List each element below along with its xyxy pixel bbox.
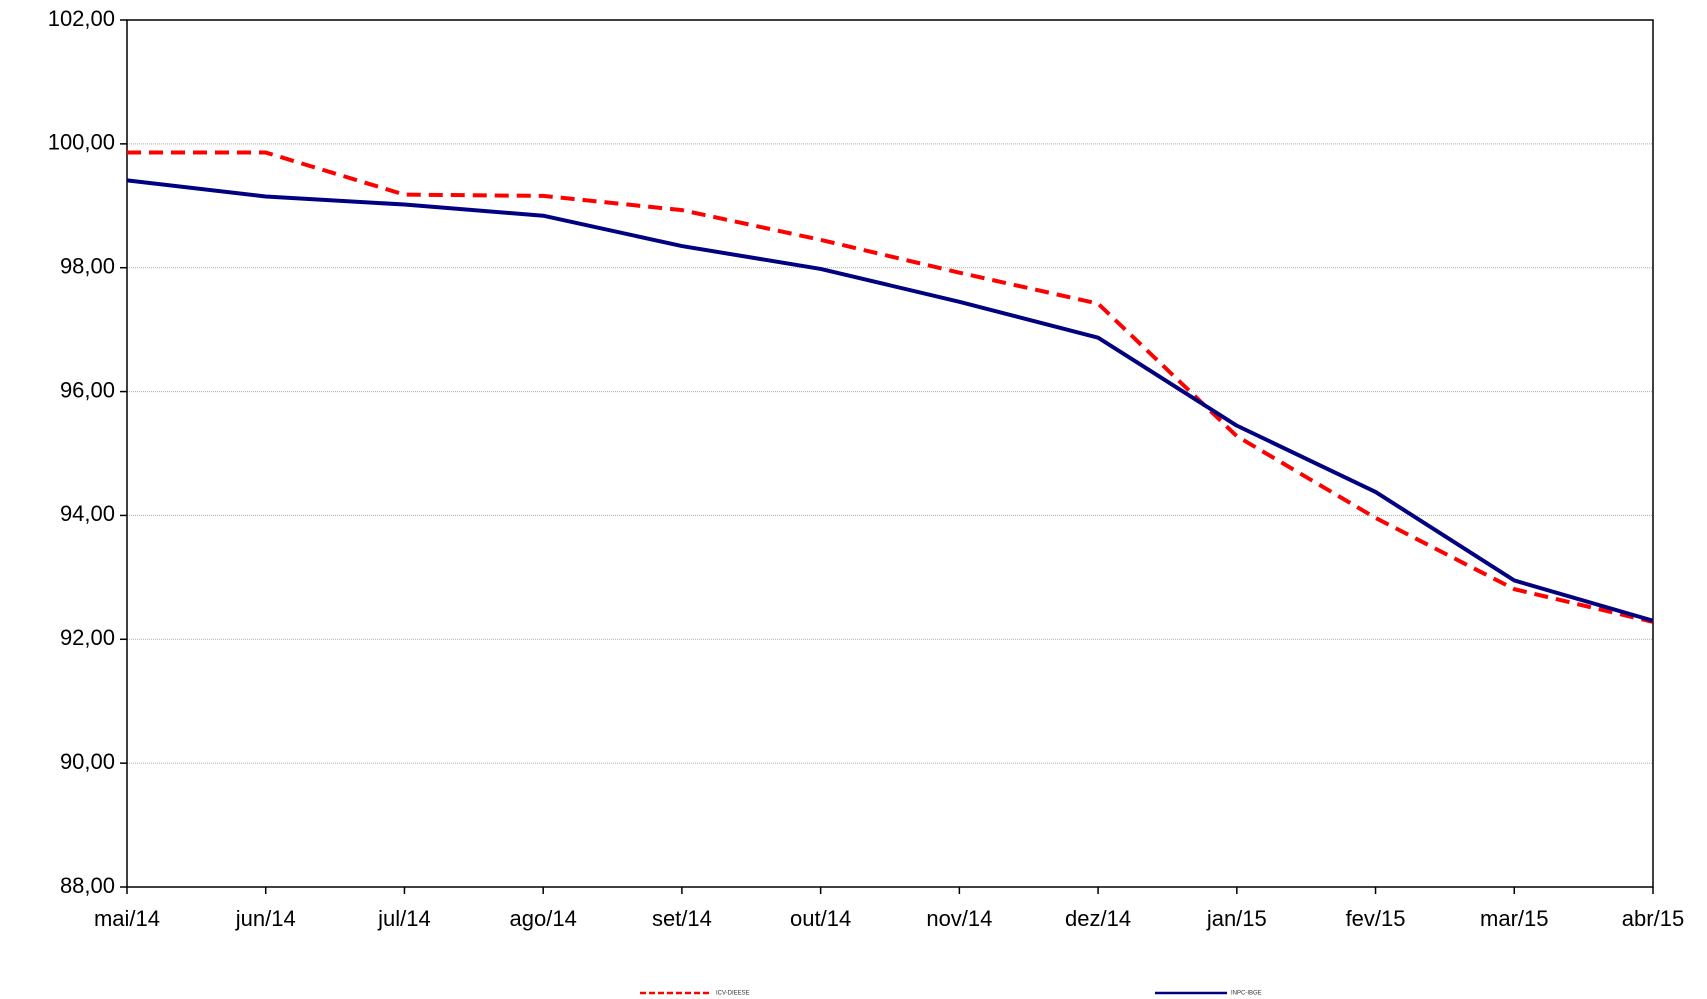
x-tick-label: jan/15 bbox=[1206, 906, 1267, 931]
series-line bbox=[126, 178, 1654, 623]
legend-label: ICV-DIEESE bbox=[716, 991, 750, 997]
y-tick-label: 94,00 bbox=[60, 501, 115, 526]
x-tick-label: ago/14 bbox=[510, 906, 577, 931]
y-tick-label: 88,00 bbox=[60, 873, 115, 898]
series-line bbox=[127, 150, 1654, 624]
x-tick-label: jun/14 bbox=[235, 906, 296, 931]
x-tick-label: mai/14 bbox=[94, 906, 160, 931]
x-tick-label: set/14 bbox=[652, 906, 712, 931]
x-tick-label: abr/15 bbox=[1622, 906, 1684, 931]
y-tick-label: 98,00 bbox=[60, 254, 115, 279]
legend-label: INPC-IBGE bbox=[1231, 991, 1262, 997]
y-tick-label: 102,00 bbox=[48, 6, 115, 31]
x-tick-label: out/14 bbox=[790, 906, 851, 931]
y-tick-label: 96,00 bbox=[60, 377, 115, 402]
plot-frame bbox=[126, 19, 1654, 888]
y-tick-label: 90,00 bbox=[60, 749, 115, 774]
x-tick-label: mar/15 bbox=[1480, 906, 1548, 931]
x-tick-label: dez/14 bbox=[1065, 906, 1131, 931]
x-tick-label: nov/14 bbox=[926, 906, 992, 931]
y-tick-label: 100,00 bbox=[48, 130, 115, 155]
y-tick-label: 92,00 bbox=[60, 625, 115, 650]
x-tick-label: jul/14 bbox=[377, 906, 431, 931]
x-tick-label: fev/15 bbox=[1346, 906, 1406, 931]
